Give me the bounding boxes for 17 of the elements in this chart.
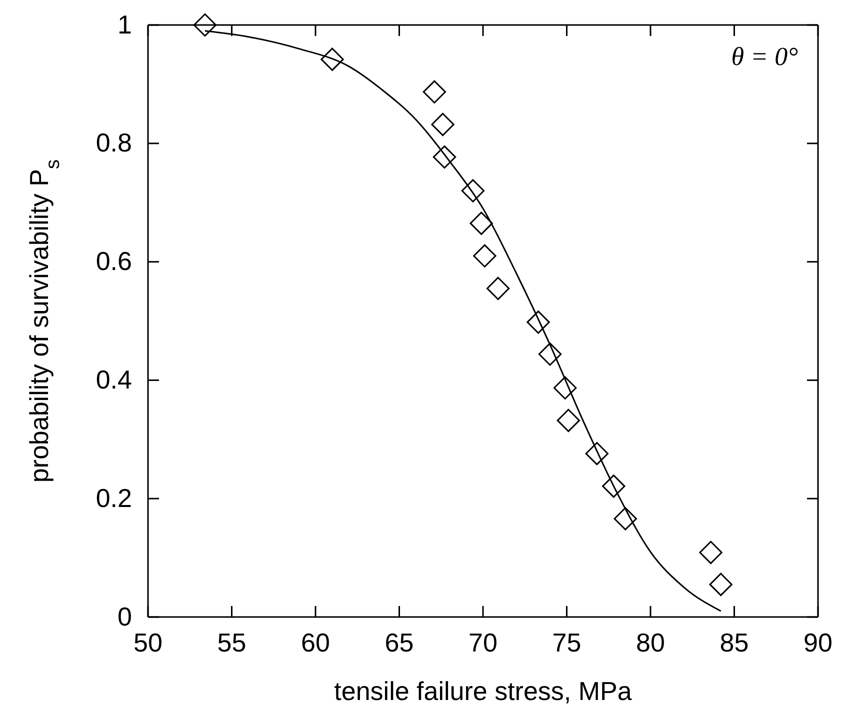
x-axis-title: tensile failure stress, MPa <box>334 676 632 706</box>
x-tick-label: 85 <box>720 627 749 658</box>
x-tick-label: 50 <box>134 627 162 658</box>
x-tick-label: 75 <box>552 627 582 658</box>
x-tick-label: 60 <box>301 627 330 658</box>
y-tick-label: 0.4 <box>96 364 132 395</box>
x-tick-label: 65 <box>384 627 414 658</box>
x-tick-label: 70 <box>468 627 498 658</box>
x-tick-label: 90 <box>804 627 832 658</box>
y-tick-label: 1 <box>118 9 132 40</box>
y-tick-label: 0.6 <box>96 246 132 276</box>
y-tick-label: 0 <box>118 601 132 632</box>
x-tick-label: 55 <box>217 627 246 658</box>
annotation: θ = 0° <box>731 42 798 71</box>
y-tick-label: 0.2 <box>96 482 132 513</box>
x-tick-label: 80 <box>636 627 665 658</box>
y-tick-label: 0.8 <box>96 128 132 158</box>
